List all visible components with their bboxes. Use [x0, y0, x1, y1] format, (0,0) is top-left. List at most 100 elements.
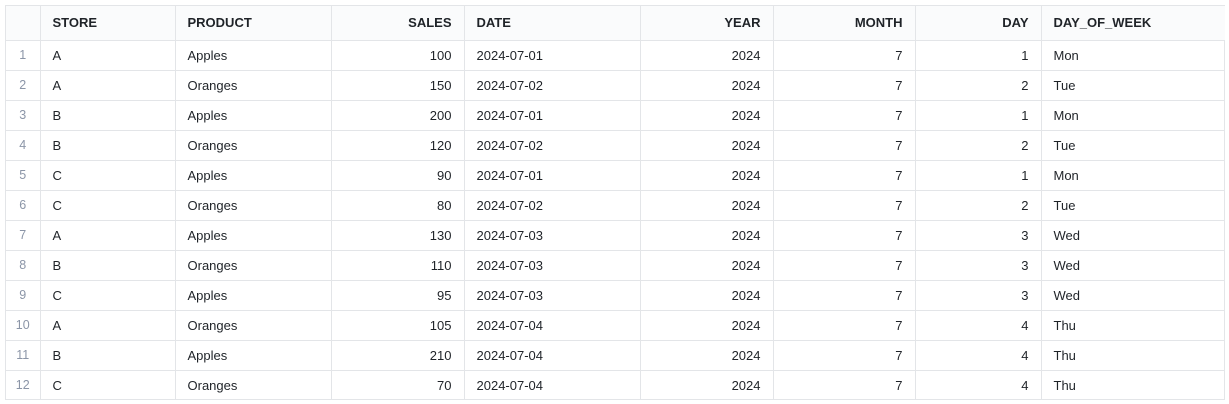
cell-month[interactable]: 7 [773, 70, 916, 101]
cell-product[interactable]: Apples [175, 160, 332, 191]
table-row[interactable]: 6 C Oranges 80 2024-07-02 2024 7 2 Tue [6, 190, 1225, 221]
table-row[interactable]: 3 B Apples 200 2024-07-01 2024 7 1 Mon [6, 100, 1225, 131]
cell-year[interactable]: 2024 [640, 160, 774, 191]
cell-day-of-week[interactable]: Wed [1041, 250, 1225, 281]
cell-month[interactable]: 7 [773, 130, 916, 161]
table-row[interactable]: 4 B Oranges 120 2024-07-02 2024 7 2 Tue [6, 130, 1225, 161]
cell-month[interactable]: 7 [773, 100, 916, 131]
cell-day-of-week[interactable]: Tue [1041, 190, 1225, 221]
cell-day-of-week[interactable]: Wed [1041, 220, 1225, 251]
cell-sales[interactable]: 80 [331, 190, 465, 221]
cell-date[interactable]: 2024-07-04 [464, 310, 641, 341]
cell-store[interactable]: C [40, 370, 176, 400]
cell-month[interactable]: 7 [773, 370, 916, 400]
cell-date[interactable]: 2024-07-02 [464, 190, 641, 221]
cell-product[interactable]: Apples [175, 40, 332, 71]
cell-day[interactable]: 2 [915, 70, 1042, 101]
cell-day[interactable]: 4 [915, 340, 1042, 371]
cell-store[interactable]: B [40, 100, 176, 131]
cell-day[interactable]: 1 [915, 160, 1042, 191]
cell-day[interactable]: 2 [915, 130, 1042, 161]
cell-product[interactable]: Oranges [175, 310, 332, 341]
cell-month[interactable]: 7 [773, 310, 916, 341]
cell-month[interactable]: 7 [773, 280, 916, 311]
cell-product[interactable]: Oranges [175, 370, 332, 400]
cell-store[interactable]: C [40, 160, 176, 191]
cell-day-of-week[interactable]: Tue [1041, 130, 1225, 161]
cell-product[interactable]: Oranges [175, 130, 332, 161]
cell-date[interactable]: 2024-07-01 [464, 100, 641, 131]
cell-store[interactable]: B [40, 340, 176, 371]
table-row[interactable]: 1 A Apples 100 2024-07-01 2024 7 1 Mon [6, 40, 1225, 71]
cell-year[interactable]: 2024 [640, 70, 774, 101]
cell-day-of-week[interactable]: Thu [1041, 310, 1225, 341]
cell-day-of-week[interactable]: Mon [1041, 160, 1225, 191]
table-row[interactable]: 10 A Oranges 105 2024-07-04 2024 7 4 Thu [6, 310, 1225, 341]
table-row[interactable]: 9 C Apples 95 2024-07-03 2024 7 3 Wed [6, 280, 1225, 311]
cell-year[interactable]: 2024 [640, 280, 774, 311]
cell-date[interactable]: 2024-07-04 [464, 370, 641, 400]
cell-day-of-week[interactable]: Mon [1041, 100, 1225, 131]
cell-date[interactable]: 2024-07-03 [464, 220, 641, 251]
cell-store[interactable]: A [40, 70, 176, 101]
table-row[interactable]: 5 C Apples 90 2024-07-01 2024 7 1 Mon [6, 160, 1225, 191]
cell-sales[interactable]: 200 [331, 100, 465, 131]
cell-year[interactable]: 2024 [640, 220, 774, 251]
cell-year[interactable]: 2024 [640, 340, 774, 371]
cell-month[interactable]: 7 [773, 160, 916, 191]
table-row[interactable]: 11 B Apples 210 2024-07-04 2024 7 4 Thu [6, 340, 1225, 371]
cell-day-of-week[interactable]: Wed [1041, 280, 1225, 311]
cell-date[interactable]: 2024-07-02 [464, 130, 641, 161]
cell-day[interactable]: 4 [915, 310, 1042, 341]
cell-day-of-week[interactable]: Mon [1041, 40, 1225, 71]
cell-day[interactable]: 1 [915, 40, 1042, 71]
cell-year[interactable]: 2024 [640, 310, 774, 341]
cell-sales[interactable]: 150 [331, 70, 465, 101]
table-row[interactable]: 2 A Oranges 150 2024-07-02 2024 7 2 Tue [6, 70, 1225, 101]
cell-sales[interactable]: 120 [331, 130, 465, 161]
cell-year[interactable]: 2024 [640, 40, 774, 71]
cell-sales[interactable]: 90 [331, 160, 465, 191]
cell-sales[interactable]: 110 [331, 250, 465, 281]
column-header-year[interactable]: YEAR [640, 6, 774, 41]
cell-product[interactable]: Apples [175, 100, 332, 131]
cell-day[interactable]: 2 [915, 190, 1042, 221]
cell-day[interactable]: 1 [915, 100, 1042, 131]
cell-day[interactable]: 3 [915, 250, 1042, 281]
cell-sales[interactable]: 210 [331, 340, 465, 371]
cell-product[interactable]: Apples [175, 220, 332, 251]
table-row[interactable]: 8 B Oranges 110 2024-07-03 2024 7 3 Wed [6, 250, 1225, 281]
cell-day-of-week[interactable]: Tue [1041, 70, 1225, 101]
cell-product[interactable]: Apples [175, 280, 332, 311]
cell-year[interactable]: 2024 [640, 190, 774, 221]
cell-month[interactable]: 7 [773, 250, 916, 281]
cell-product[interactable]: Oranges [175, 70, 332, 101]
cell-store[interactable]: B [40, 130, 176, 161]
cell-day-of-week[interactable]: Thu [1041, 340, 1225, 371]
cell-store[interactable]: A [40, 220, 176, 251]
table-row[interactable]: 7 A Apples 130 2024-07-03 2024 7 3 Wed [6, 220, 1225, 251]
cell-day-of-week[interactable]: Thu [1053, 377, 1076, 393]
cell-sales[interactable]: 70 [331, 370, 465, 400]
column-header-store[interactable]: STORE [40, 6, 176, 41]
cell-day[interactable]: 4 [915, 370, 1042, 400]
cell-date[interactable]: 2024-07-02 [464, 70, 641, 101]
cell-date[interactable]: 2024-07-04 [464, 340, 641, 371]
column-header-product[interactable]: PRODUCT [175, 6, 332, 41]
cell-product[interactable]: Apples [175, 340, 332, 371]
cell-store[interactable]: B [40, 250, 176, 281]
table-row[interactable]: 12 C Oranges 70 2024-07-04 2024 7 4 Thu [6, 370, 1225, 400]
cell-sales[interactable]: 105 [331, 310, 465, 341]
cell-month[interactable]: 7 [773, 220, 916, 251]
cell-month[interactable]: 7 [773, 190, 916, 221]
cell-date[interactable]: 2024-07-03 [464, 250, 641, 281]
cell-year[interactable]: 2024 [640, 100, 774, 131]
column-header-date[interactable]: DATE [464, 6, 641, 41]
cell-store[interactable]: A [40, 310, 176, 341]
column-header-day[interactable]: DAY [915, 6, 1042, 41]
cell-date[interactable]: 2024-07-01 [464, 160, 641, 191]
cell-store[interactable]: A [40, 40, 176, 71]
cell-product[interactable]: Oranges [175, 250, 332, 281]
cell-month[interactable]: 7 [773, 340, 916, 371]
column-header-month[interactable]: MONTH [773, 6, 916, 41]
